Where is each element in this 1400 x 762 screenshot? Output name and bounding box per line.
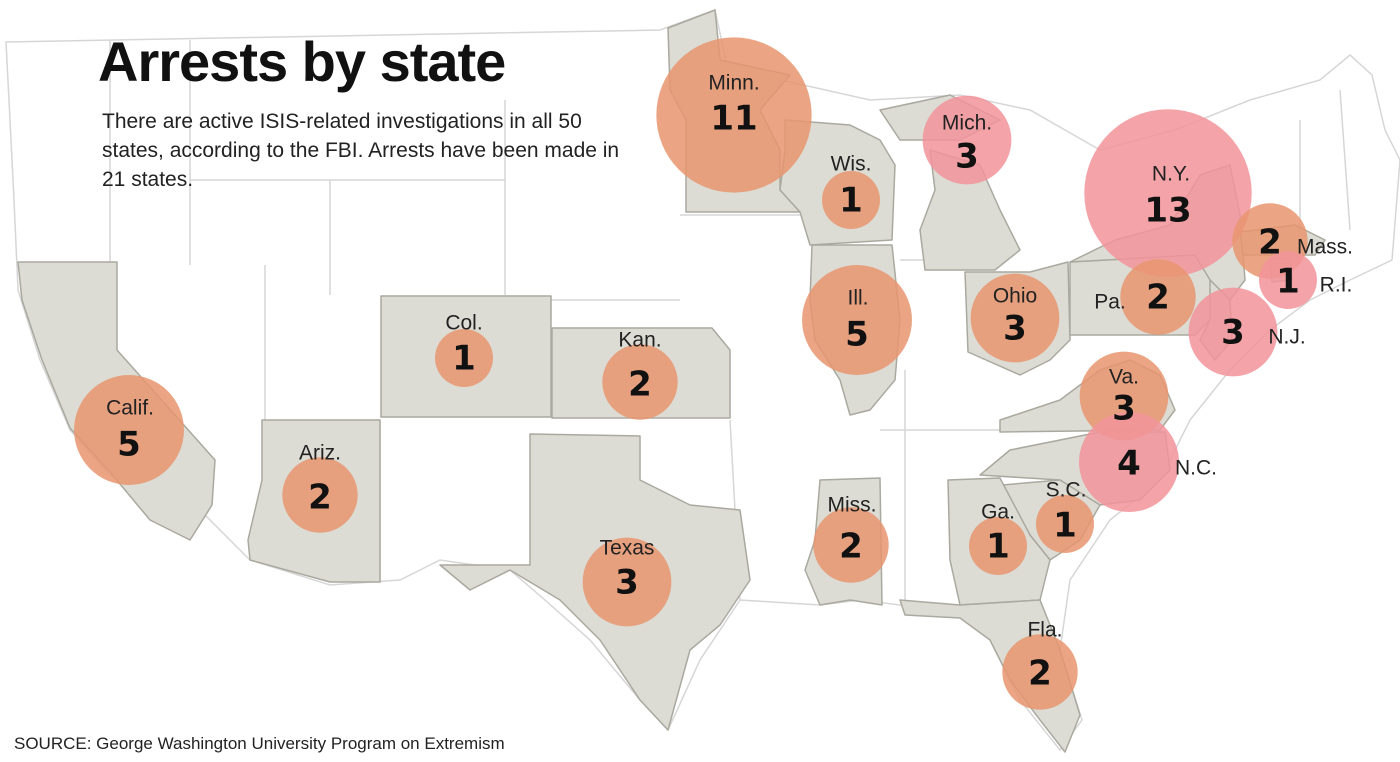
state-label-va: Va.	[1109, 366, 1139, 389]
arrest-count-n-c: 4	[1117, 444, 1141, 484]
state-label-pa: Pa.	[1094, 291, 1126, 314]
bubble-fla	[1002, 634, 1078, 710]
bubble-n-j	[1188, 287, 1278, 377]
arrest-count-ga: 1	[986, 527, 1010, 567]
arrest-count-wis: 1	[839, 181, 863, 221]
bubble-r-i	[1259, 251, 1317, 309]
arrest-count-ariz: 2	[308, 478, 332, 518]
arrest-count-pa: 2	[1146, 278, 1170, 318]
arrest-count-fla: 2	[1028, 654, 1052, 694]
state-label-ariz: Ariz.	[299, 442, 341, 465]
bubble-mich	[922, 95, 1012, 185]
state-label-n-j: N.J.	[1268, 326, 1305, 349]
state-label-calif: Calif.	[106, 397, 154, 420]
arrest-count-ill: 5	[845, 315, 869, 355]
state-label-col: Col.	[445, 312, 482, 335]
bubble-kan	[602, 344, 678, 420]
state-label-n-c: N.C.	[1175, 457, 1217, 480]
arrest-count-mass: 2	[1258, 223, 1282, 263]
arrest-count-r-i: 1	[1276, 262, 1300, 302]
arrest-count-mich: 3	[955, 137, 979, 177]
bubble-n-c	[1079, 412, 1179, 512]
bubble-calif	[74, 375, 184, 485]
state-label-kan: Kan.	[618, 329, 661, 352]
state-label-mich: Mich.	[942, 112, 992, 135]
state-label-ill: Ill.	[848, 287, 869, 310]
bubble-n-y	[1084, 109, 1252, 277]
state-label-minn: Minn.	[708, 72, 759, 95]
arrest-count-n-y: 13	[1144, 191, 1191, 231]
arrest-count-calif: 5	[117, 425, 141, 465]
state-label-mass: Mass.	[1297, 236, 1353, 259]
state-label-ohio: Ohio	[993, 285, 1037, 308]
bubble-miss	[813, 507, 889, 583]
bubble-pa	[1120, 259, 1196, 335]
bubble-ohio	[970, 273, 1060, 363]
state-label-wis: Wis.	[831, 153, 872, 176]
arrest-count-ohio: 3	[1003, 309, 1027, 349]
bubble-ill	[802, 265, 912, 375]
state-label-r-i: R.I.	[1320, 274, 1353, 297]
arrest-count-n-j: 3	[1221, 313, 1245, 353]
state-label-miss: Miss.	[828, 494, 877, 517]
bubble-ariz	[282, 457, 358, 533]
state-label-texas: Texas	[600, 537, 655, 560]
state-label-n-y: N.Y.	[1152, 163, 1190, 186]
map-subtitle: There are active ISIS-related investigat…	[102, 110, 620, 191]
bubble-texas	[582, 537, 672, 627]
arrest-count-miss: 2	[839, 527, 863, 567]
bubble-minn	[656, 37, 812, 193]
arrest-count-col: 1	[452, 339, 476, 379]
bubble-ga	[969, 517, 1027, 575]
state-label-s-c: S.C.	[1046, 479, 1087, 502]
arrest-count-minn: 11	[710, 99, 757, 139]
arrest-count-kan: 2	[628, 365, 652, 405]
state-label-ga: Ga.	[981, 501, 1015, 524]
map-title: Arrests by state	[98, 30, 506, 93]
state-label-fla: Fla.	[1027, 619, 1062, 642]
arrest-count-texas: 3	[615, 563, 639, 603]
bubble-s-c	[1036, 495, 1094, 553]
bubble-col	[435, 329, 493, 387]
arrest-count-va: 3	[1112, 389, 1136, 429]
bubble-wis	[822, 171, 880, 229]
source-note: SOURCE: George Washington University Pro…	[14, 734, 505, 753]
arrest-count-s-c: 1	[1053, 506, 1077, 546]
